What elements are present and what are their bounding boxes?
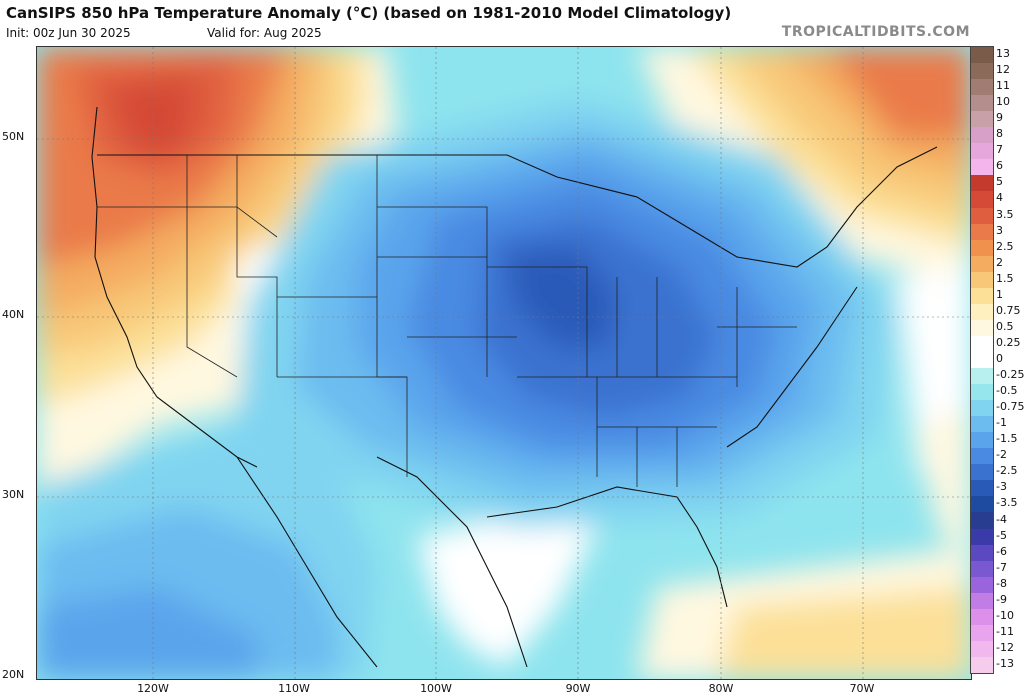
legend-swatch xyxy=(971,528,993,546)
lon-label-80w: 80W xyxy=(708,682,734,695)
legend-swatch xyxy=(971,191,993,208)
legend-swatch xyxy=(971,223,993,241)
lon-label-110w: 110W xyxy=(278,682,310,695)
legend-swatch xyxy=(971,335,993,353)
legend-swatch xyxy=(971,127,993,144)
legend-swatch xyxy=(971,351,993,369)
lat-label-50n: 50N xyxy=(2,130,25,143)
legend-swatch xyxy=(971,175,993,192)
legend-swatch xyxy=(971,608,993,626)
legend-label: -0.5 xyxy=(996,384,1018,398)
map-svg xyxy=(37,47,971,679)
anomaly-field xyxy=(37,47,971,679)
legend-swatch xyxy=(971,640,993,658)
state-borders xyxy=(97,155,797,487)
legend-label: 0 xyxy=(996,352,1003,365)
legend-label: -10 xyxy=(996,608,1014,622)
legend-label: 11 xyxy=(996,79,1010,93)
legend-swatch xyxy=(971,656,993,674)
legend-label: -1 xyxy=(996,416,1007,430)
legend-label: -5 xyxy=(996,528,1007,542)
legend-swatch xyxy=(971,95,993,112)
legend-swatch xyxy=(971,624,993,642)
lon-label-90w: 90W xyxy=(565,682,591,695)
lat-label-30n: 30N xyxy=(2,488,25,501)
legend-label: 5 xyxy=(996,175,1003,189)
legend-swatch xyxy=(971,448,993,465)
legend-label: -4 xyxy=(996,512,1007,526)
legend-label: 1 xyxy=(996,287,1003,301)
map-title: CanSIPS 850 hPa Temperature Anomaly (°C)… xyxy=(6,4,732,22)
legend-swatch xyxy=(971,544,993,562)
legend-swatch xyxy=(971,319,993,337)
legend-label: 0.25 xyxy=(996,335,1021,349)
legend-label: -3 xyxy=(996,480,1007,494)
legend-label: -2 xyxy=(996,448,1007,462)
legend-swatch xyxy=(971,464,993,481)
legend-swatch xyxy=(971,368,993,385)
legend-label: 0.5 xyxy=(996,319,1014,333)
legend-label: 2.5 xyxy=(996,239,1014,253)
init-time: Init: 00z Jun 30 2025 xyxy=(6,26,131,40)
legend-label: -11 xyxy=(996,624,1014,638)
lon-label-100w: 100W xyxy=(420,682,452,695)
legend-label: -3.5 xyxy=(996,496,1018,510)
legend-label: -1.5 xyxy=(996,432,1018,446)
graticule xyxy=(37,47,971,679)
lat-label-20n: 20N xyxy=(2,668,25,681)
legend-label: 4 xyxy=(996,191,1003,205)
lon-label-70w: 70W xyxy=(849,682,875,695)
legend-label: 9 xyxy=(996,111,1003,125)
legend-label: -7 xyxy=(996,560,1007,574)
legend-swatch xyxy=(971,63,993,80)
legend-label: 12 xyxy=(996,63,1010,77)
legend-label: -0.25 xyxy=(996,368,1024,382)
lat-label-40n: 40N xyxy=(2,308,25,321)
legend-swatch xyxy=(971,159,993,176)
legend-swatch xyxy=(971,400,993,417)
legend-swatch xyxy=(971,416,993,433)
legend-swatch xyxy=(971,512,993,530)
legend-swatch xyxy=(971,111,993,128)
legend-swatch xyxy=(971,143,993,160)
color-legend xyxy=(970,46,994,674)
legend-label: -0.75 xyxy=(996,400,1024,414)
legend-swatch xyxy=(971,560,993,578)
anomaly-map xyxy=(36,46,972,680)
legend-swatch xyxy=(971,576,993,594)
legend-swatch xyxy=(971,592,993,610)
legend-label: 8 xyxy=(996,127,1003,141)
legend-swatch xyxy=(971,207,993,225)
legend-swatch xyxy=(971,287,993,305)
legend-swatch xyxy=(971,79,993,96)
legend-label: -8 xyxy=(996,576,1007,590)
legend-label: 3 xyxy=(996,223,1003,237)
legend-label: 2 xyxy=(996,255,1003,269)
valid-time: Valid for: Aug 2025 xyxy=(207,26,322,40)
brand-watermark: TROPICALTIDBITS.COM xyxy=(781,24,970,40)
legend-swatch xyxy=(971,384,993,401)
legend-label: -12 xyxy=(996,640,1014,654)
legend-label: -2.5 xyxy=(996,464,1018,478)
legend-swatch xyxy=(971,496,993,513)
legend-label: -6 xyxy=(996,544,1007,558)
legend-swatch xyxy=(971,432,993,449)
legend-label: 0.75 xyxy=(996,303,1021,317)
legend-swatch xyxy=(971,47,993,64)
legend-swatch xyxy=(971,271,993,289)
legend-label: 3.5 xyxy=(996,207,1014,221)
legend-label: 13 xyxy=(996,47,1010,61)
legend-label: -13 xyxy=(996,656,1014,670)
legend-swatch xyxy=(971,303,993,321)
legend-label: 7 xyxy=(996,143,1003,157)
legend-label: 10 xyxy=(996,95,1010,109)
legend-label: 1.5 xyxy=(996,271,1014,285)
lon-label-120w: 120W xyxy=(137,682,169,695)
legend-label: 6 xyxy=(996,159,1003,173)
legend-swatch xyxy=(971,255,993,273)
legend-swatch xyxy=(971,480,993,497)
legend-swatch xyxy=(971,239,993,257)
legend-label: -9 xyxy=(996,592,1007,606)
